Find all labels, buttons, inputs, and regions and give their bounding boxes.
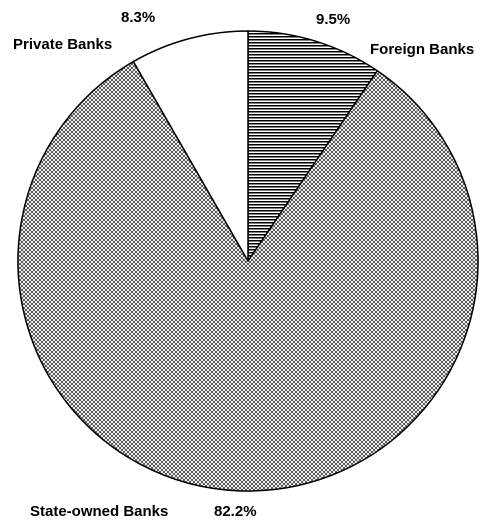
pie-slice-state-owned-banks: [17, 60, 479, 492]
pie-slices: [17, 30, 479, 492]
slice-label-foreign-banks: Foreign Banks: [370, 41, 474, 58]
slice-value-label-private-banks: 8.3%: [121, 9, 155, 26]
pie-slice-private-banks: [132, 30, 249, 262]
pie-slice-foreign-banks: [247, 30, 379, 262]
slice-value-label-foreign-banks: 9.5%: [316, 11, 350, 28]
slice-label-state-owned-banks: State-owned Banks: [30, 503, 168, 520]
slice-label-private-banks: Private Banks: [13, 36, 112, 53]
slice-value-label-state-owned-banks: 82.2%: [214, 503, 257, 520]
